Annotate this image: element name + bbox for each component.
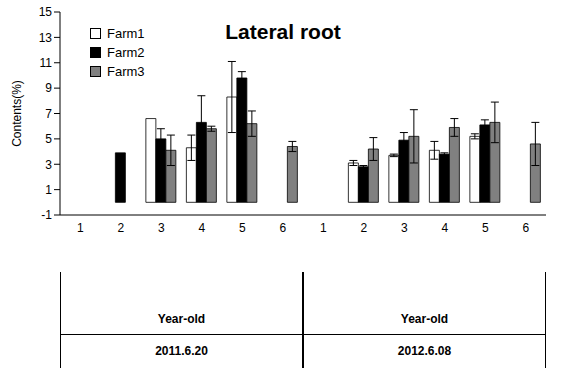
svg-text:2: 2 <box>360 221 367 235</box>
svg-text:15: 15 <box>39 5 53 19</box>
svg-text:6: 6 <box>522 221 529 235</box>
svg-text:13: 13 <box>39 31 53 45</box>
svg-text:9: 9 <box>45 81 52 95</box>
html-text:Farm1: Farm1 <box>107 26 145 41</box>
svg-text:2: 2 <box>117 221 124 235</box>
svg-text:5: 5 <box>45 132 52 146</box>
html-text:2012.6.08: 2012.6.08 <box>397 344 452 358</box>
svg-text:3: 3 <box>45 158 52 172</box>
svg-text:1: 1 <box>77 221 84 235</box>
html-text:2011.6.20: 2011.6.20 <box>155 344 208 358</box>
svg-text:-1: -1 <box>41 208 52 222</box>
html-text:Farm3: Farm3 <box>107 64 145 79</box>
svg-text:11: 11 <box>40 56 53 70</box>
svg-text:3: 3 <box>158 221 165 235</box>
svg-text:4: 4 <box>198 221 205 235</box>
svg-text:5: 5 <box>239 221 246 235</box>
svg-text:Contents(%): Contents(%) <box>10 80 24 147</box>
svg-text:6: 6 <box>279 221 286 235</box>
html-text:Year-old: Year-old <box>157 312 206 326</box>
html-text:Farm2: Farm2 <box>107 45 145 60</box>
svg-text:5: 5 <box>482 221 489 235</box>
html-text:Year-old: Year-old <box>400 312 449 326</box>
svg-text:4: 4 <box>441 221 448 235</box>
svg-text:7: 7 <box>45 107 52 121</box>
svg-text:3: 3 <box>401 221 408 235</box>
html-text:Lateral root: Lateral root <box>225 20 341 43</box>
svg-text:1: 1 <box>320 221 327 235</box>
svg-text:1: 1 <box>45 183 52 197</box>
